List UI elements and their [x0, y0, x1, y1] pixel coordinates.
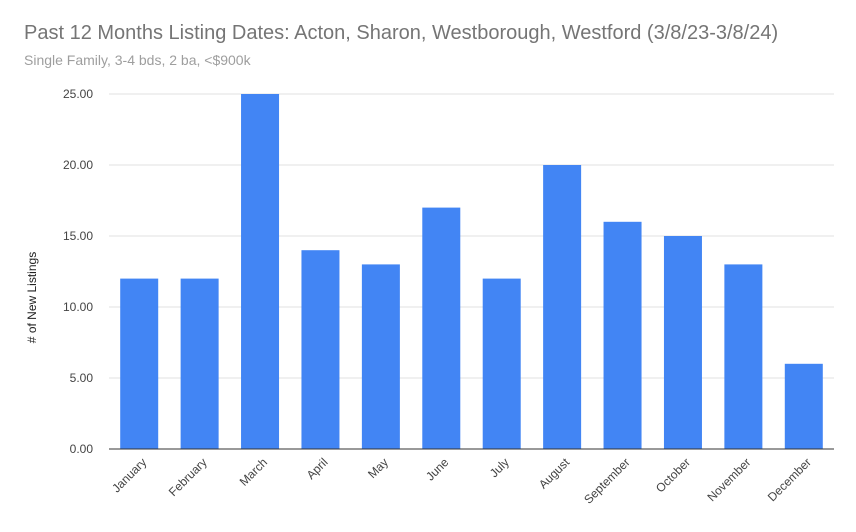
bar-november [724, 264, 763, 449]
x-tick-label: March [237, 455, 270, 488]
bar-august [543, 165, 582, 449]
bar-september [603, 221, 642, 449]
x-tick-label: December [765, 455, 814, 504]
x-tick-label: May [365, 455, 391, 481]
bar-october [663, 236, 702, 449]
y-axis-ticks: 0.00 5.00 10.00 15.00 20.00 25.00 [63, 87, 93, 456]
x-tick-label: September [581, 455, 632, 506]
y-tick-label: 5.00 [70, 371, 94, 385]
y-tick-label: 20.00 [63, 158, 93, 172]
x-axis-ticks: January February March April May June July Augu… [109, 455, 814, 507]
x-tick-label: August [536, 455, 573, 492]
x-tick-label: January [109, 455, 149, 495]
bar-july [482, 278, 521, 449]
y-tick-label: 15.00 [63, 229, 93, 243]
bar-december [784, 363, 823, 449]
x-tick-label: November [704, 455, 753, 504]
bar-february [180, 278, 219, 449]
x-tick-label: October [653, 455, 693, 495]
y-tick-label: 0.00 [70, 442, 94, 456]
y-tick-label: 25.00 [63, 87, 93, 101]
x-tick-label: April [304, 455, 331, 482]
x-tick-label: February [166, 455, 210, 499]
bar-april [301, 250, 340, 449]
bars [120, 94, 823, 449]
y-tick-label: 10.00 [63, 300, 93, 314]
chart-subtitle: Single Family, 3-4 bds, 2 ba, <$900k [24, 52, 251, 68]
x-tick-label: July [487, 455, 512, 480]
bar-january [120, 278, 159, 449]
x-tick-label: June [423, 455, 452, 484]
bar-may [361, 264, 400, 449]
bar-march [241, 94, 280, 449]
y-axis-title: # of New Listings [25, 252, 39, 343]
bar-june [422, 207, 461, 449]
chart-title: Past 12 Months Listing Dates: Acton, Sha… [24, 22, 779, 44]
